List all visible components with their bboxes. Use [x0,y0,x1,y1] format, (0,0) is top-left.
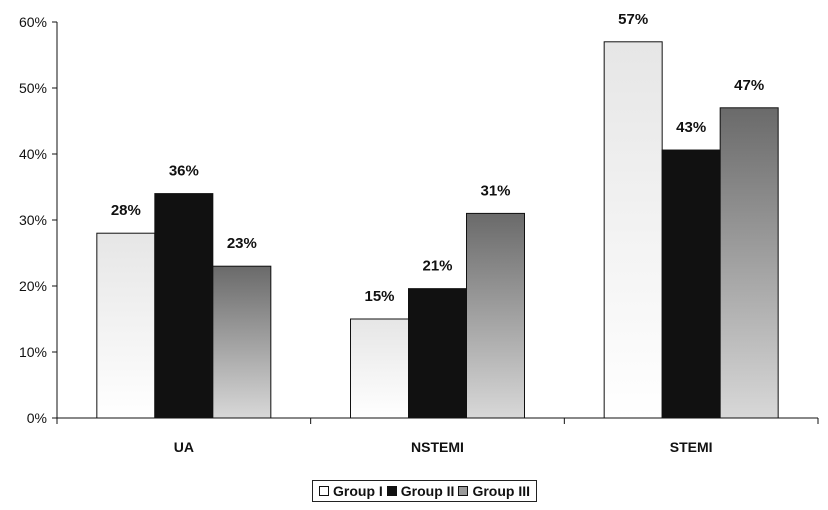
x-category-label: NSTEMI [411,439,464,455]
y-tick-label: 40% [19,146,47,162]
bar [408,288,467,419]
legend-label-group-2: Group II [400,483,455,499]
data-label: 28% [111,202,141,219]
x-category-label: STEMI [670,439,713,455]
y-tick-label: 50% [19,80,47,96]
bar [212,265,272,419]
data-label: 23% [227,235,257,252]
legend-swatch-group-2 [386,486,397,496]
legend: Group I Group II Group III [312,480,538,502]
bar [603,41,663,419]
data-label: 15% [364,288,394,305]
legend-swatch-group-3 [458,486,469,496]
bar [466,212,525,419]
bar [719,107,779,419]
data-label: 43% [676,119,706,136]
legend-item-group-3: Group III [458,483,530,499]
data-label: 31% [480,182,510,199]
bar [661,149,721,419]
legend-item-group-1: Group I [319,483,383,499]
y-tick-label: 60% [19,14,47,30]
legend-swatch-group-1 [319,486,329,496]
x-category-label: UA [174,439,194,455]
bar [154,193,214,419]
data-labels: 28% 36% 23% 15% 21% 31% 57% 43% 47% [111,11,764,305]
data-label: 21% [422,258,452,275]
legend-label-group-3: Group III [472,483,531,499]
data-label: 57% [618,11,648,28]
bars [96,41,779,419]
y-tick-label: 0% [27,410,47,426]
bar [96,232,156,419]
data-label: 47% [734,77,764,94]
y-tick-label: 10% [19,344,47,360]
y-tick-label: 20% [19,278,47,294]
data-label: 36% [169,163,199,180]
legend-item-group-2: Group II [386,483,455,499]
bar [350,318,409,419]
y-tick-label: 30% [19,212,47,228]
legend-label-group-1: Group I [333,483,383,499]
